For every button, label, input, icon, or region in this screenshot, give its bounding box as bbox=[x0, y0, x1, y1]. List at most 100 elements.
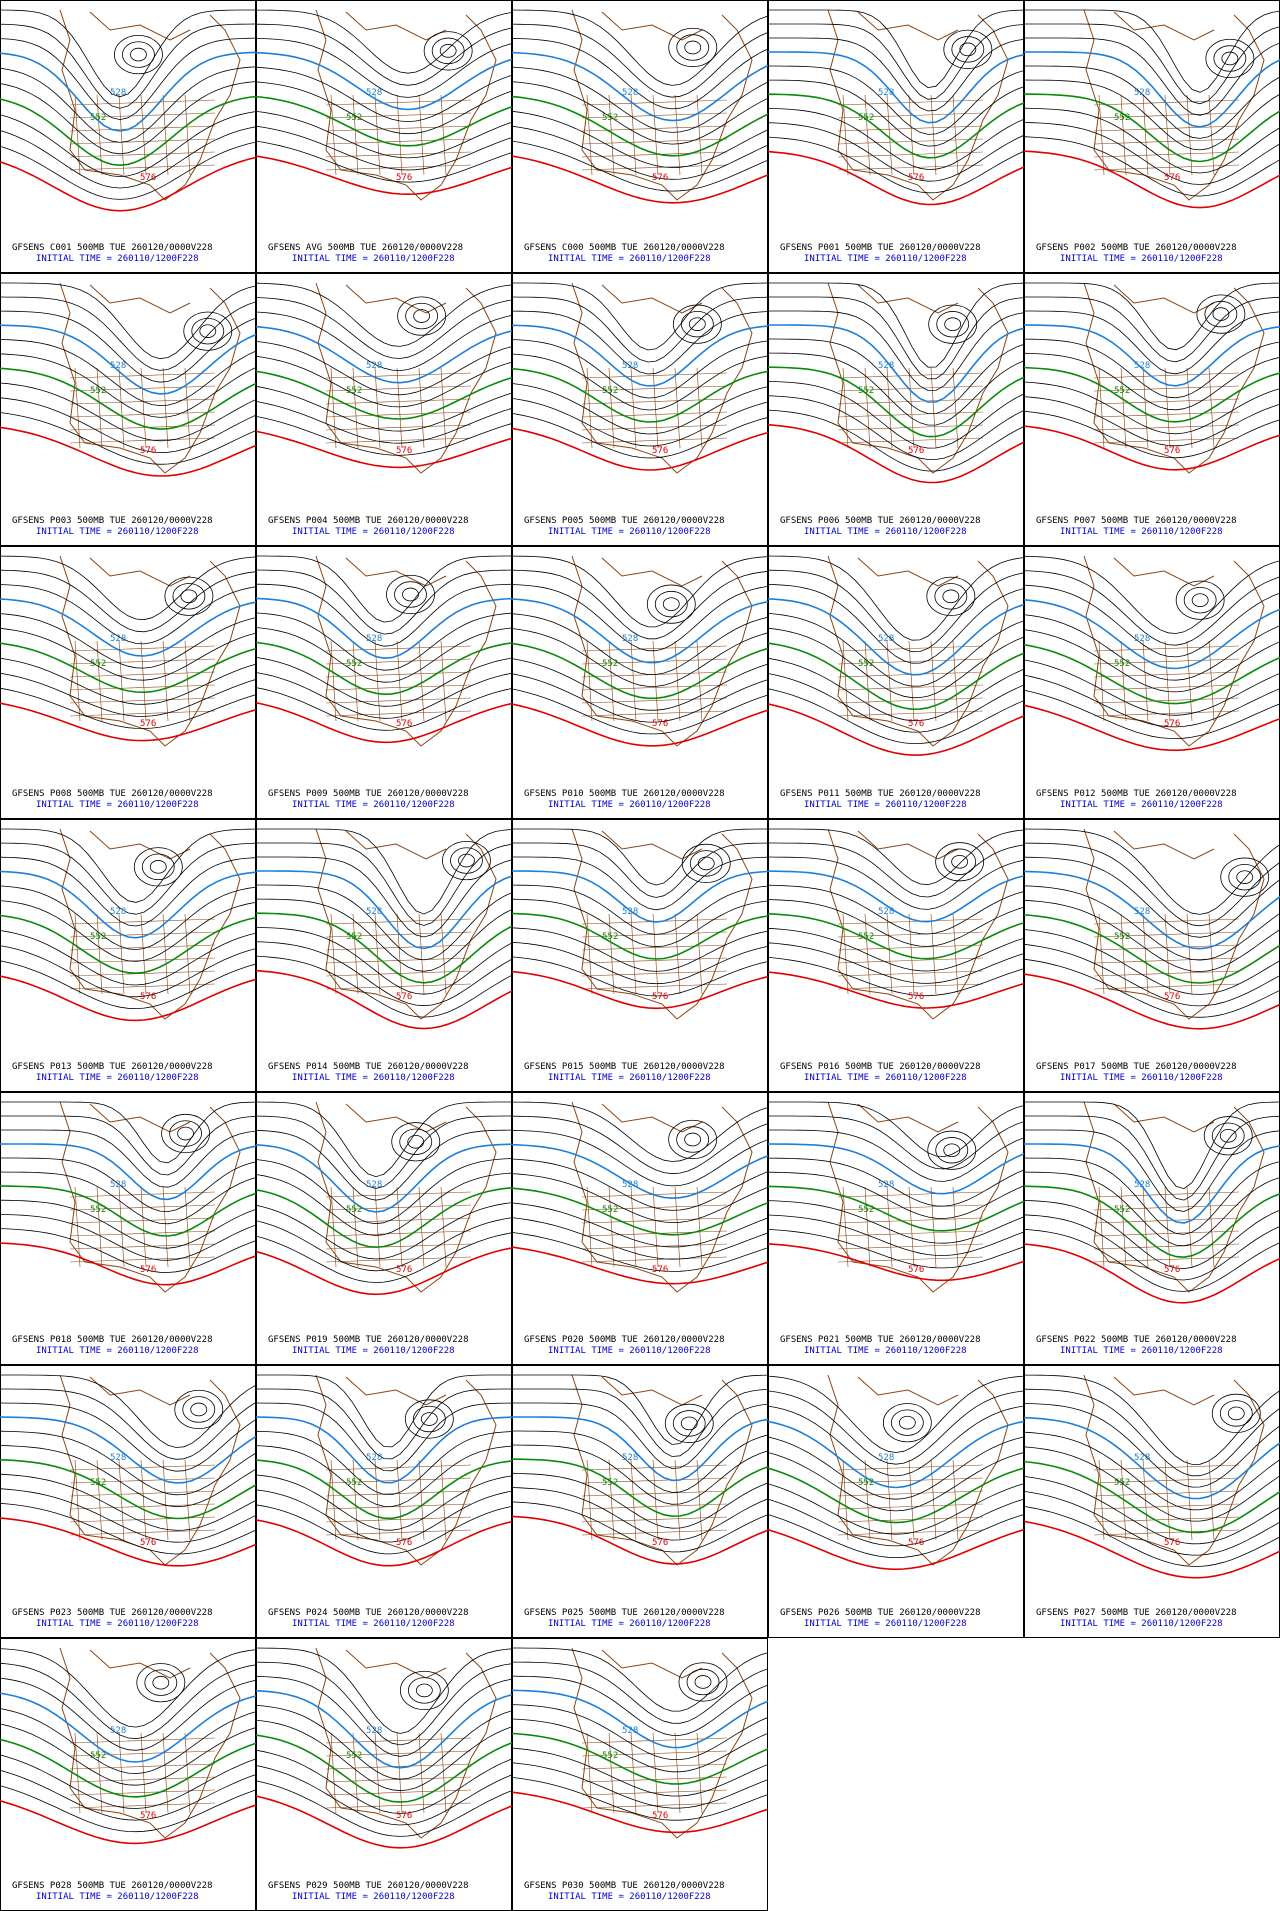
low-contour bbox=[141, 853, 175, 881]
state-border bbox=[581, 1503, 728, 1510]
panel-title: GFSENS P007 500MB TUE 260120/0000V228 bbox=[1036, 516, 1236, 526]
height-contour bbox=[0, 642, 256, 694]
state-border bbox=[325, 671, 472, 678]
state-border bbox=[1120, 94, 1127, 176]
low-contour bbox=[668, 1119, 718, 1160]
height-contour bbox=[0, 1488, 256, 1543]
height-contour bbox=[512, 310, 768, 375]
height-contour bbox=[512, 555, 768, 628]
state-border bbox=[69, 1737, 216, 1744]
low-contour bbox=[1211, 1393, 1261, 1433]
coastline bbox=[315, 1374, 497, 1566]
state-border bbox=[864, 367, 871, 449]
contour-label: 552 bbox=[858, 1205, 874, 1215]
panel-border bbox=[1024, 819, 1280, 1092]
height-contour bbox=[512, 155, 768, 204]
height-contour bbox=[0, 870, 256, 939]
height-contour bbox=[0, 1754, 256, 1809]
height-contour bbox=[512, 23, 768, 98]
state-border bbox=[1164, 94, 1171, 176]
height-contour bbox=[1024, 1388, 1280, 1477]
height-contour bbox=[512, 1416, 768, 1482]
contour-label: 528 bbox=[366, 1453, 382, 1463]
contour-label: 552 bbox=[346, 1478, 362, 1488]
panel-title: GFSENS P027 500MB TUE 260120/0000V228 bbox=[1036, 1608, 1236, 1618]
contour-label: 528 bbox=[622, 361, 638, 371]
state-border bbox=[930, 913, 937, 995]
state-border bbox=[1093, 411, 1240, 418]
height-contour bbox=[0, 657, 256, 705]
state-border bbox=[837, 1503, 984, 1510]
height-contour bbox=[1024, 37, 1280, 116]
state-border bbox=[1164, 367, 1171, 449]
height-contour bbox=[1024, 1476, 1280, 1545]
height-contour bbox=[0, 1171, 256, 1225]
height-contour bbox=[0, 1648, 256, 1728]
contour-label: 552 bbox=[602, 659, 618, 669]
state-border bbox=[325, 1230, 472, 1237]
height-contour bbox=[256, 687, 512, 731]
height-contour bbox=[256, 1202, 512, 1260]
low-contour bbox=[898, 1415, 916, 1430]
map-panel: 576 552 528 GFSENS P007 500MB TUE 260120/00… bbox=[1024, 273, 1280, 546]
height-contour bbox=[768, 1467, 1024, 1524]
height-contour bbox=[512, 1791, 768, 1834]
low-contour bbox=[936, 311, 970, 338]
contour-label: 552 bbox=[90, 1205, 106, 1215]
state-border bbox=[1093, 1230, 1240, 1237]
panel-border bbox=[0, 273, 256, 546]
state-border bbox=[1093, 1256, 1240, 1263]
contour-label: 552 bbox=[90, 659, 106, 669]
state-border bbox=[581, 424, 728, 431]
height-contour bbox=[256, 828, 512, 915]
low-contour bbox=[182, 1396, 216, 1423]
height-contour bbox=[0, 842, 256, 915]
state-border bbox=[325, 1529, 472, 1536]
panel-border bbox=[768, 819, 1024, 1092]
state-border bbox=[837, 645, 984, 652]
state-border bbox=[325, 1217, 472, 1224]
height-contour bbox=[256, 583, 512, 647]
panel-title: GFSENS P021 500MB TUE 260120/0000V228 bbox=[780, 1335, 980, 1345]
state-border bbox=[96, 1186, 103, 1268]
panel-init-time: INITIAL TIME = 260110/1200F228 bbox=[548, 1073, 711, 1083]
coastline bbox=[1083, 9, 1265, 201]
state-border bbox=[586, 1459, 593, 1541]
height-contour bbox=[512, 398, 768, 447]
state-border bbox=[886, 913, 893, 995]
height-contour bbox=[256, 1459, 512, 1520]
state-border bbox=[69, 1230, 216, 1237]
height-contour bbox=[512, 1101, 768, 1162]
low-contour bbox=[942, 589, 960, 604]
height-contour bbox=[512, 956, 768, 997]
panel-title: GFSENS P020 500MB TUE 260120/0000V228 bbox=[524, 1335, 724, 1345]
height-contour bbox=[512, 569, 768, 640]
height-contour bbox=[0, 1459, 256, 1520]
height-contour bbox=[0, 397, 256, 454]
state-border bbox=[608, 1186, 615, 1268]
height-contour bbox=[768, 108, 1024, 170]
map-panel: 576 552 528 GFSENS P021 500MB TUE 260120/00… bbox=[768, 1092, 1024, 1365]
contour-label: 576 bbox=[908, 992, 924, 1002]
height-contour bbox=[512, 703, 768, 747]
low-contour bbox=[668, 27, 718, 68]
state-border bbox=[74, 1186, 81, 1268]
state-border bbox=[184, 1732, 191, 1814]
height-contour bbox=[512, 110, 768, 169]
state-border bbox=[69, 1529, 216, 1536]
height-contour bbox=[512, 1173, 768, 1224]
height-contour bbox=[512, 81, 768, 145]
height-contour bbox=[768, 1452, 1024, 1512]
height-contour bbox=[512, 842, 768, 898]
state-border bbox=[74, 1732, 81, 1814]
height-contour bbox=[768, 555, 1024, 641]
low-contour bbox=[680, 1416, 698, 1431]
low-contour bbox=[149, 860, 167, 874]
state-border bbox=[69, 1763, 216, 1770]
height-contour bbox=[1024, 1228, 1280, 1292]
panel-init-time: INITIAL TIME = 260110/1200F228 bbox=[292, 527, 455, 537]
contour-label: 528 bbox=[1134, 634, 1150, 644]
height-contour bbox=[256, 140, 512, 183]
state-border bbox=[1093, 697, 1240, 704]
state-border bbox=[1120, 913, 1127, 995]
